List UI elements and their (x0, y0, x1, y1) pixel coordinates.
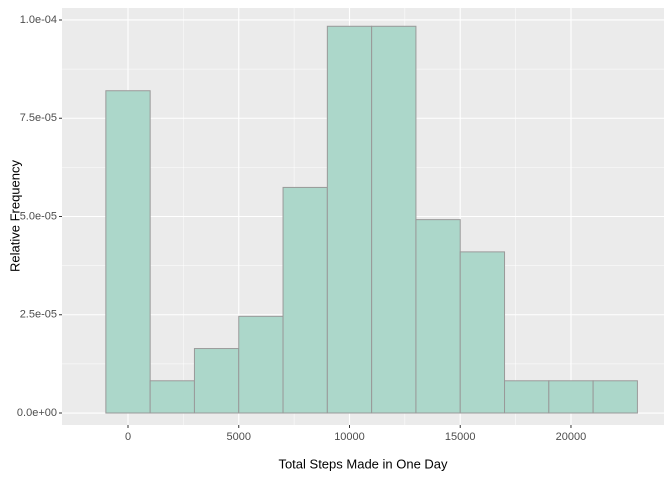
bar (105, 90, 151, 414)
x-tick-label: 5000 (227, 431, 251, 443)
bar (415, 219, 461, 414)
bar (371, 25, 417, 414)
bar (326, 25, 373, 414)
bar (459, 251, 506, 414)
x-axis-title: Total Steps Made in One Day (278, 456, 448, 471)
y-tick-label: 0.0e+00 (17, 407, 57, 419)
bar (548, 380, 594, 414)
bar (238, 315, 284, 414)
y-tick-label: 5.0e-05 (20, 210, 57, 222)
y-tick-label: 2.5e-05 (20, 309, 57, 321)
bar (149, 380, 195, 414)
y-tick-label: 7.5e-05 (20, 112, 57, 124)
x-tick-label: 10000 (334, 431, 365, 443)
bar (592, 380, 638, 414)
x-tick-label: 0 (125, 431, 131, 443)
bar (282, 186, 328, 414)
y-axis-title: Relative Frequency (7, 160, 22, 272)
y-tick-label: 1.0e-04 (20, 14, 57, 26)
bar (504, 380, 550, 414)
x-tick-label: 15000 (445, 431, 476, 443)
bar (193, 348, 240, 414)
x-tick-label: 20000 (556, 431, 587, 443)
